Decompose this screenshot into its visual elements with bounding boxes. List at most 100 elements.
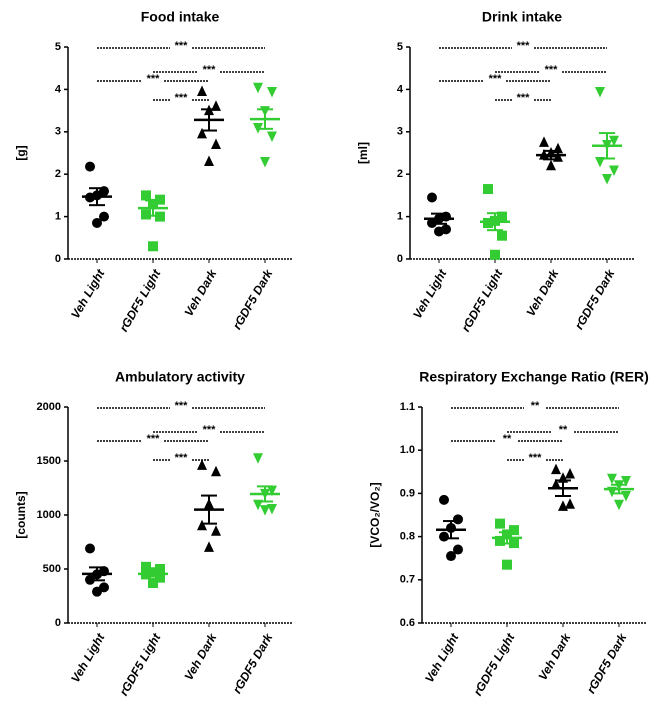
- data-point: [483, 217, 493, 228]
- data-point: [211, 138, 221, 150]
- data-point: [539, 136, 549, 147]
- y-axis-label: [VCO₂/VO₂]: [368, 482, 382, 547]
- significance-label: ***: [175, 452, 189, 464]
- data-point: [260, 505, 270, 516]
- y-tick-label: 5: [55, 41, 61, 53]
- data-point: [502, 559, 512, 570]
- y-axis-label: [ml]: [356, 142, 370, 164]
- y-tick-label: 1: [397, 211, 403, 223]
- y-tick-label: 2: [55, 168, 61, 180]
- data-point: [434, 226, 444, 237]
- significance-label: ***: [175, 92, 189, 104]
- data-point: [197, 127, 207, 139]
- data-point: [260, 156, 270, 168]
- data-point: [497, 230, 507, 241]
- data-point: [497, 211, 507, 222]
- x-tick-label: Veh Light: [68, 266, 108, 321]
- y-tick-label: 4: [397, 83, 404, 95]
- data-point: [211, 100, 221, 111]
- data-point: [141, 209, 151, 220]
- data-point: [551, 478, 561, 490]
- x-tick-label: rGDF5 Light: [459, 266, 506, 334]
- x-tick-label: rGDF5 Dark: [572, 266, 618, 332]
- panel: Food intake [g] 0 1 2 3 4 5 Veh Light rGDF5 Light…: [14, 9, 293, 334]
- x-tick-label: Veh Dark: [523, 266, 562, 319]
- y-tick-label: 0: [397, 253, 403, 265]
- data-point: [546, 159, 556, 171]
- x-tick-label: Veh Light: [422, 630, 462, 685]
- y-tick-label: 2: [397, 168, 403, 180]
- data-point: [92, 586, 102, 597]
- y-tick-label: 0: [55, 253, 61, 265]
- x-tick-label: rGDF5 Dark: [230, 630, 276, 696]
- data-point: [483, 184, 493, 195]
- y-tick-label: 1000: [37, 509, 61, 521]
- significance-label: **: [503, 433, 512, 445]
- significance-label: ***: [517, 92, 531, 104]
- data-point: [446, 551, 456, 562]
- data-point: [490, 249, 500, 260]
- chart-title: Respiratory Exchange Ratio (RER): [419, 369, 649, 385]
- significance-label: ***: [175, 400, 189, 412]
- y-tick-label: 0: [55, 617, 61, 629]
- chart-title: Ambulatory activity: [115, 369, 245, 385]
- data-point: [267, 131, 277, 143]
- x-tick-label: rGDF5 Light: [471, 630, 518, 698]
- y-tick-label: 2000: [37, 401, 61, 413]
- x-tick-label: Veh Dark: [181, 266, 220, 319]
- significance-label: ***: [545, 64, 559, 76]
- significance-label: ***: [203, 64, 217, 76]
- data-point: [204, 155, 214, 166]
- panel: Ambulatory activity [counts] 0 500 1000 1500 2…: [14, 369, 293, 698]
- y-axis-label: [g]: [14, 145, 28, 160]
- data-point: [211, 525, 221, 536]
- data-point: [427, 192, 437, 203]
- y-tick-label: 3: [397, 126, 403, 138]
- data-point: [495, 518, 505, 529]
- data-point: [614, 499, 624, 511]
- data-point: [197, 85, 207, 97]
- chart-title: Food intake: [141, 9, 220, 25]
- data-point: [211, 465, 221, 477]
- data-point: [495, 535, 505, 546]
- data-point: [609, 135, 619, 147]
- y-tick-label: 3: [55, 126, 61, 138]
- data-point: [155, 564, 165, 574]
- x-tick-label: Veh Dark: [181, 630, 220, 683]
- data-point: [453, 514, 463, 525]
- y-tick-label: 500: [43, 563, 61, 575]
- data-point: [565, 498, 575, 509]
- data-point: [551, 463, 561, 475]
- x-tick-label: rGDF5 Light: [117, 266, 164, 334]
- data-point: [267, 504, 277, 515]
- data-point: [439, 531, 449, 542]
- data-point: [609, 165, 619, 176]
- y-axis-label: [counts]: [14, 491, 28, 538]
- data-point: [155, 572, 165, 583]
- data-point: [565, 467, 575, 479]
- data-point: [453, 544, 463, 555]
- chart-title: Drink intake: [482, 9, 562, 25]
- data-point: [558, 500, 568, 511]
- y-tick-label: 1500: [37, 455, 61, 467]
- data-point: [85, 161, 95, 172]
- data-point: [439, 494, 449, 505]
- y-tick-label: 0.8: [400, 531, 415, 543]
- y-tick-label: 0.7: [400, 574, 415, 586]
- data-point: [621, 475, 631, 487]
- x-tick-label: rGDF5 Dark: [230, 266, 276, 332]
- x-tick-label: Veh Light: [410, 266, 450, 321]
- data-point: [253, 82, 263, 94]
- data-point: [148, 241, 158, 252]
- significance-label: ***: [517, 40, 531, 52]
- x-tick-label: Veh Dark: [535, 630, 574, 683]
- data-point: [602, 173, 612, 185]
- y-tick-label: 5: [397, 41, 403, 53]
- data-point: [197, 459, 207, 470]
- significance-label: ***: [489, 73, 503, 85]
- y-tick-label: 1.1: [400, 401, 415, 413]
- data-point: [148, 578, 158, 589]
- data-point: [253, 453, 263, 464]
- significance-label: **: [559, 424, 568, 436]
- panel: Respiratory Exchange Ratio (RER) [VCO₂/VO…: [368, 369, 649, 698]
